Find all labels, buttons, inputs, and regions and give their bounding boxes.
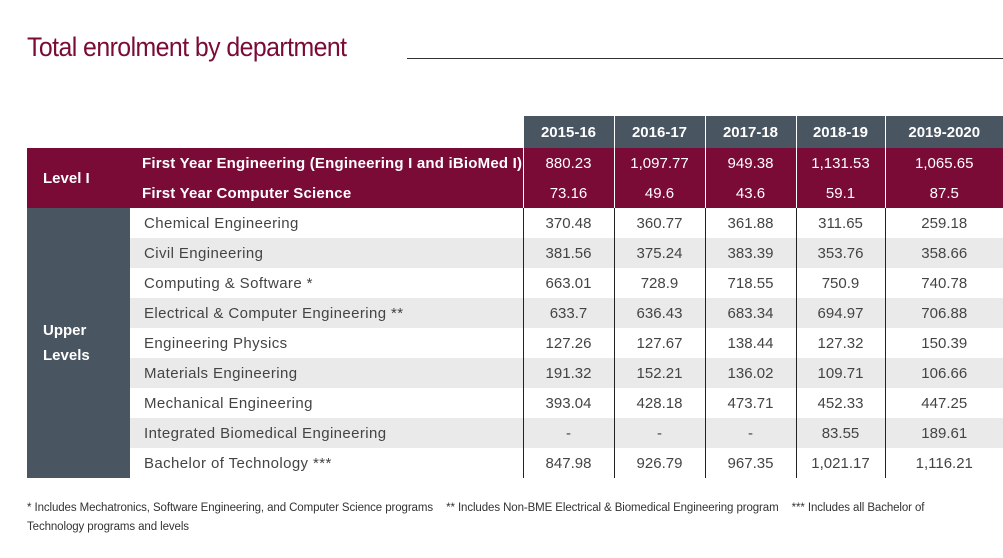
title-rule [407,58,1003,59]
upper-levels-group-label: Upper Levels [27,208,130,478]
year-header: 2016-17 [613,116,705,148]
enrolment-value: 636.43 [613,298,705,328]
table-row: Bachelor of Technology *** 847.98 926.79 96… [27,448,1003,478]
department-name: Bachelor of Technology *** [144,454,332,472]
department-name: Materials Engineering [130,358,523,388]
enrolment-value: 109.71 [795,358,885,388]
enrolment-value: 259.18 [884,208,1003,238]
table-row: Integrated Biomedical Engineering - - -83.5… [27,418,1003,448]
enrolment-value: 127.32 [795,328,885,358]
department-name: First Year Engineering (Engineering I an… [130,148,523,178]
enrolment-value: 750.9 [795,268,885,298]
enrolment-value: 370.48 [522,208,614,238]
enrolment-value: 740.78 [884,268,1003,298]
header-blank-group [27,116,130,148]
enrolment-value: 663.01 [522,268,614,298]
enrolment-value: - [522,418,614,448]
enrolment-value: 152.21 [613,358,705,388]
enrolment-value: 880.23 [522,148,614,178]
enrolment-value: 361.88 [704,208,796,238]
enrolment-value: 73.16 [522,178,614,208]
page-title: Total enrolment by department [27,32,347,62]
department-name: Chemical Engineering [144,214,299,232]
enrolment-value: 1,116.21 [884,448,1003,478]
header-row: 2015-16 2016-17 2017-18 2018-19 2019-202… [27,116,1003,148]
enrolment-value: 718.55 [704,268,796,298]
table-row: Engineering Physics 127.26 127.67 138.44 127… [27,328,1003,358]
department-name: Electrical & Computer Engineering ** [130,298,523,328]
enrolment-value: 127.67 [613,328,705,358]
enrolment-value: 150.39 [884,328,1003,358]
enrolment-value: 1,021.17 [795,448,885,478]
upper-label-line1: Upper [43,322,87,339]
enrolment-value: 967.35 [704,448,796,478]
enrolment-value: 926.79 [613,448,705,478]
enrolment-value: 43.6 [704,178,796,208]
enrolment-value: 706.88 [884,298,1003,328]
department-name: Mechanical Engineering [144,394,313,412]
table-row: Upper Levels Chemical Engineering 370.48 360… [27,208,1003,478]
enrolment-value: - [613,418,705,448]
enrolment-value: 353.76 [795,238,885,268]
footnote-3: *** Includes all Bachelor of Technology … [27,502,925,533]
enrolment-value: 127.26 [522,328,614,358]
enrolment-value: 683.34 [704,298,796,328]
enrolment-value: 59.1 [795,178,885,208]
footnote-2: ** Includes Non-BME Electrical & Biomedi… [446,502,779,514]
enrolment-value: 191.32 [522,358,614,388]
department-name: Engineering Physics [144,334,288,352]
enrolment-value: 949.38 [704,148,796,178]
enrolment-value: 138.44 [704,328,796,358]
table-row: Electrical & Computer Engineering ** 633.… [27,298,1003,328]
enrolment-value: 393.04 [522,388,614,418]
enrolment-value: 381.56 [522,238,614,268]
enrolment-value: 428.18 [613,388,705,418]
enrolment-value: 358.66 [884,238,1003,268]
enrolment-value: - [704,418,796,448]
enrolment-value: 360.77 [613,208,705,238]
enrolment-value: 83.55 [795,418,885,448]
enrolment-value: 136.02 [704,358,796,388]
footnotes: * Includes Mechatronics, Software Engine… [27,499,967,537]
enrolment-value: 375.24 [613,238,705,268]
enrolment-value: 1,131.53 [795,148,885,178]
table-row: Civil Engineering 381.56 375.24 383.39 353.7… [27,238,1003,268]
department-name: Computing & Software * [144,274,313,292]
department-name: Integrated Biomedical Engineering [130,418,523,448]
level1-group-label: Level I [27,148,130,208]
footnote-1: * Includes Mechatronics, Software Engine… [27,502,433,514]
title-block: Total enrolment by department [27,32,1003,66]
enrolment-value: 728.9 [613,268,705,298]
enrolment-table: 2015-16 2016-17 2017-18 2018-19 2019-202… [27,116,1003,478]
enrolment-value: 87.5 [884,178,1003,208]
year-header: 2019-2020 [884,116,1003,148]
year-header: 2017-18 [704,116,796,148]
table-row: Materials Engineering 191.32 152.21 136.02 1… [27,358,1003,388]
upper-label-line2: Levels [43,347,90,364]
table-row: Computing & Software * 663.01 728.9 718.55 7… [27,268,1003,298]
enrolment-value: 1,097.77 [613,148,705,178]
enrolment-value: 447.25 [884,388,1003,418]
year-header: 2015-16 [522,116,614,148]
enrolment-value: 847.98 [522,448,614,478]
table-row: Level I First Year Engineering (Engineeri… [27,148,1003,208]
department-name: Civil Engineering [130,238,523,268]
enrolment-value: 1,065.65 [884,148,1003,178]
enrolment-value: 49.6 [613,178,705,208]
header-blank-dept [130,116,523,148]
enrolment-value: 473.71 [704,388,796,418]
enrolment-value: 311.65 [795,208,885,238]
enrolment-value: 383.39 [704,238,796,268]
enrolment-value: 694.97 [795,298,885,328]
enrolment-value: 452.33 [795,388,885,418]
enrolment-value: 633.7 [522,298,614,328]
department-name: First Year Computer Science [130,178,523,208]
year-header: 2018-19 [795,116,885,148]
table-row: First Year Computer Science 73.16 49.6 43.6… [27,178,1003,208]
enrolment-value: 189.61 [884,418,1003,448]
enrolment-value: 106.66 [884,358,1003,388]
table-row: Mechanical Engineering 393.04 428.18 473.71… [27,388,1003,418]
